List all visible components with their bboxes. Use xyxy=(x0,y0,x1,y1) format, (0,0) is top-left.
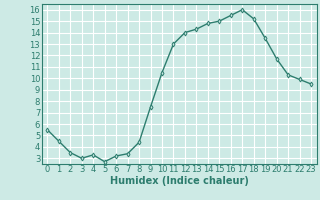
X-axis label: Humidex (Indice chaleur): Humidex (Indice chaleur) xyxy=(110,176,249,186)
